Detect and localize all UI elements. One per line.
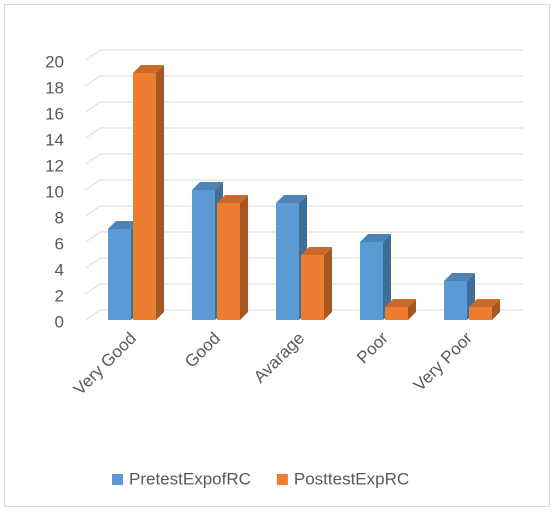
y-tick-label: 16 (45, 104, 64, 123)
legend-label: PretestExpofRC (129, 469, 251, 488)
bar-top (360, 234, 391, 242)
y-tick-label: 14 (45, 130, 64, 149)
grid-line (85, 231, 523, 243)
grid-line (85, 75, 523, 87)
bar-top (217, 195, 248, 203)
bar (108, 229, 131, 320)
legend-label: PosttestExpRC (294, 469, 409, 488)
grid-line (85, 49, 523, 61)
bar-top (133, 65, 164, 73)
bar (444, 281, 467, 320)
bar-top (276, 195, 307, 203)
bar-side (383, 234, 391, 320)
y-tick-label: 4 (55, 260, 64, 279)
bar-side (492, 299, 500, 320)
grid-line (85, 127, 523, 139)
y-tick-label: 8 (55, 208, 64, 227)
bar-top (301, 247, 332, 255)
bar (133, 73, 156, 320)
bar-top (385, 299, 416, 307)
bar (192, 190, 215, 320)
grid-line (85, 101, 523, 113)
grid-line (85, 153, 523, 165)
legend-swatch (276, 474, 288, 485)
y-tick-label: 18 (45, 78, 64, 97)
bar (385, 307, 408, 320)
bar-side (240, 195, 248, 320)
bar-side (324, 247, 332, 320)
bar-top (192, 182, 223, 190)
grid-line (85, 205, 523, 217)
bar-top (444, 273, 475, 281)
y-tick-label: 12 (45, 156, 64, 175)
bar (276, 203, 299, 320)
bar (469, 307, 492, 320)
bar (360, 242, 383, 320)
bar (301, 255, 324, 320)
bar-top (108, 221, 139, 229)
bar (217, 203, 240, 320)
grid-line (85, 179, 523, 191)
bar-side (408, 299, 416, 320)
y-tick-label: 2 (55, 286, 64, 305)
y-tick-label: 10 (45, 182, 64, 201)
bar-top (469, 299, 500, 307)
y-tick-label: 0 (55, 312, 64, 331)
legend-swatch (112, 474, 123, 485)
y-tick-label: 20 (45, 52, 64, 71)
bar-side (156, 65, 164, 320)
y-tick-label: 6 (55, 234, 64, 253)
